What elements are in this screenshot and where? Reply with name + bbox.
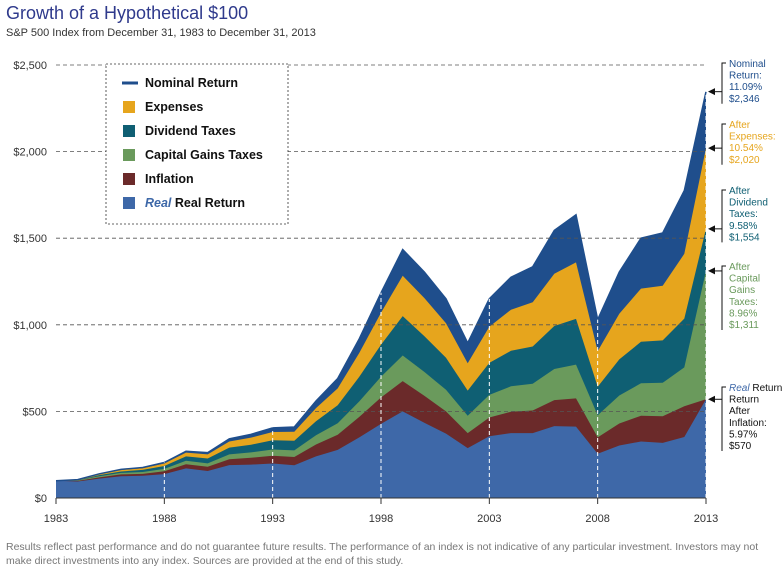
annotation-arrowhead	[708, 395, 715, 403]
annotation-text: Real Return	[729, 383, 782, 394]
annotation-text: $1,311	[729, 320, 759, 331]
legend-label-expenses: Expenses	[145, 100, 203, 114]
annotation-text: Inflation:	[729, 418, 767, 429]
y-tick-label: $500	[23, 406, 47, 418]
annotation-text: 10.54%	[729, 143, 763, 154]
annotation-text: Expenses:	[729, 132, 776, 143]
y-tick-label: $1,500	[13, 233, 47, 245]
annotation-text: $570	[729, 441, 752, 452]
x-tick-label: 1998	[369, 513, 393, 525]
annotation-text: 8.96%	[729, 308, 757, 319]
legend-label-nominal-return: Nominal Return	[145, 76, 238, 90]
y-tick-label: $2,000	[13, 147, 47, 159]
legend-label-real-return: Real Real Return	[145, 196, 245, 210]
y-tick-label: $2,500	[13, 60, 47, 72]
legend-box	[105, 63, 289, 225]
annotation-text: 9.58%	[729, 221, 757, 232]
legend-label-capital-gains-taxes: Capital Gains Taxes	[145, 148, 263, 162]
annotation-text: After	[729, 262, 751, 273]
x-tick-label: 1988	[152, 513, 176, 525]
end-annotations: NominalReturn:11.09%$2,346AfterExpenses:…	[708, 59, 782, 452]
annotation-arrowhead	[708, 225, 715, 233]
chart-subtitle: S&P 500 Index from December 31, 1983 to …	[6, 27, 316, 39]
disclaimer-footer: Results reflect past performance and do …	[6, 541, 759, 567]
annotation-text: Capital	[729, 274, 760, 285]
annotation-bracket	[721, 189, 726, 243]
annotation-arrowhead	[708, 267, 715, 275]
chart-title: Growth of a Hypothetical $100	[6, 3, 249, 23]
y-tick-label: $0	[35, 493, 47, 505]
annotation-text: 5.97%	[729, 429, 757, 440]
annotation-bracket	[721, 265, 726, 330]
x-axis: 1983 1988 1993 1998 2003 2008 2013	[44, 498, 718, 525]
stacked-area-chart: $0$500$1,000$1,500$2,000$2,500 1983 1988 1…	[13, 59, 782, 525]
annotation-bracket	[721, 386, 726, 451]
x-tick-label: 2013	[694, 513, 718, 525]
legend-swatch	[123, 149, 135, 161]
legend-swatch	[123, 197, 135, 209]
x-tick-label: 1983	[44, 513, 68, 525]
annotation-text: Return:	[729, 71, 762, 82]
annotation-text: After	[729, 186, 751, 197]
x-tick-label: 1993	[260, 513, 284, 525]
x-tick-label: 2003	[477, 513, 501, 525]
legend-label-dividend-taxes: Dividend Taxes	[145, 124, 236, 138]
annotation-text: Taxes:	[729, 297, 758, 308]
annotation-text: Return	[729, 395, 759, 406]
annotation-text: Taxes:	[729, 209, 758, 220]
year-guidelines	[163, 91, 707, 498]
y-tick-label: $1,000	[13, 320, 47, 332]
annotation-text: Gains	[729, 285, 755, 296]
legend: Nominal Return Expenses Dividend Taxes Capi…	[105, 63, 289, 225]
legend-swatch	[123, 101, 135, 113]
annotation-text: 11.09%	[729, 82, 762, 93]
annotation-arrowhead	[708, 144, 715, 152]
annotation-text: Nominal	[729, 59, 766, 70]
x-tick-label: 2008	[585, 513, 609, 525]
annotation-arrowhead	[708, 88, 715, 96]
annotation-text: After	[729, 120, 751, 131]
legend-label-inflation: Inflation	[145, 172, 194, 186]
annotation-text: $1,554	[729, 232, 760, 243]
annotation-bracket	[721, 123, 726, 165]
annotation-text: After	[729, 406, 751, 417]
legend-swatch	[123, 173, 135, 185]
legend-swatch	[123, 125, 135, 137]
annotation-text: $2,346	[729, 94, 760, 105]
annotation-text: $2,020	[729, 155, 760, 166]
annotation-text: Dividend	[729, 198, 768, 209]
annotation-bracket	[721, 62, 726, 104]
